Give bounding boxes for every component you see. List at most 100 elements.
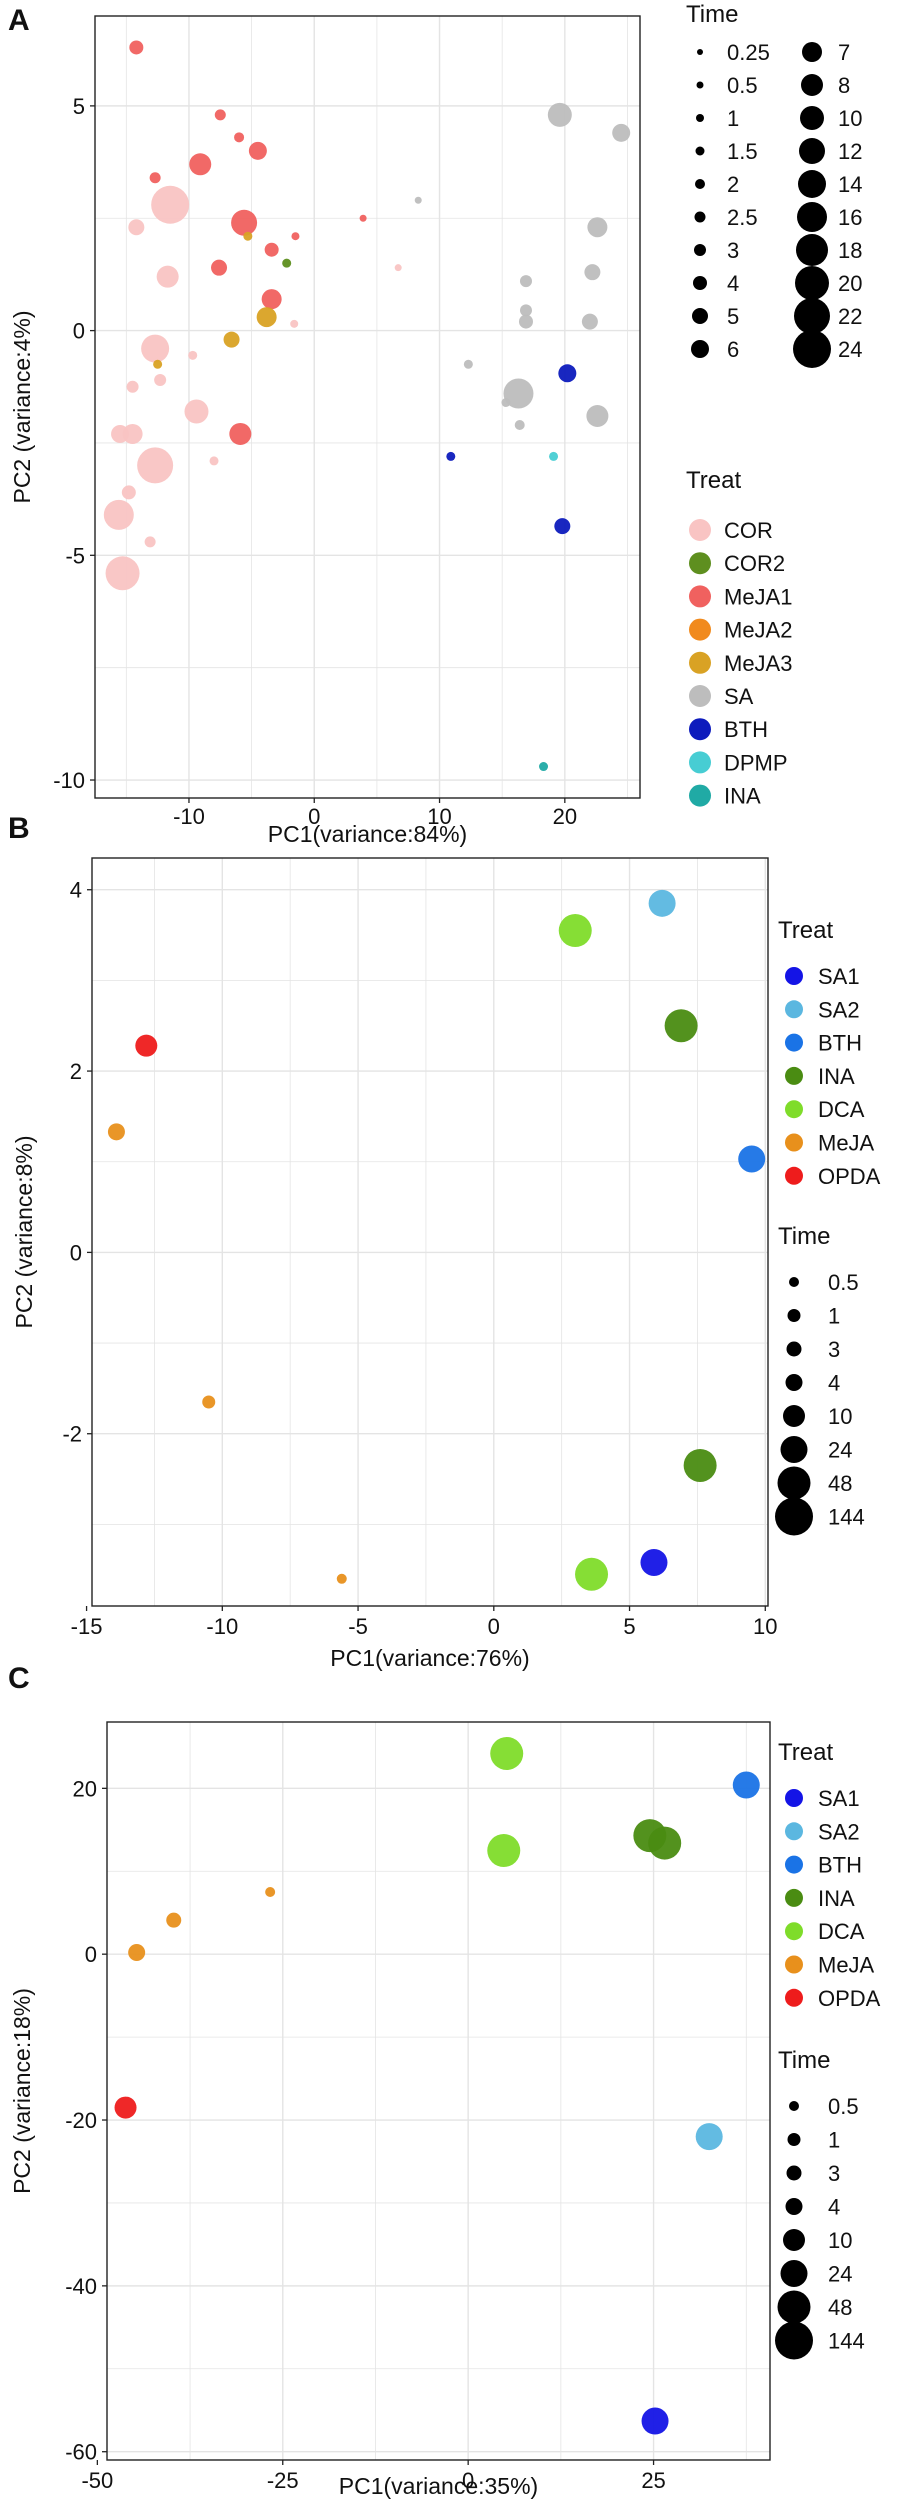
panel-a-color-legend-label: DPMP [724,750,788,775]
panel-a-color-legend-label: SA [724,684,754,709]
panel-b-color-legend-key-meja [785,1133,803,1152]
panel-c-x-tick-label: 0 [462,2468,474,2493]
panel-c-color-legend-label: DCA [818,1919,865,1944]
panel-a-size-legend-key [793,330,831,368]
panel-a-point-sa [547,102,572,127]
panel-b-x-tick-label: 10 [753,1614,777,1639]
panel-a-point-cor [188,350,198,360]
panel-b-size-legend-label: 1 [828,1304,840,1329]
panel-b-point-ina [683,1448,717,1482]
panel-c-color-legend-label: SA1 [818,1786,860,1811]
panel-a-point-cor [103,499,134,530]
panel-a-size-legend-label: 6 [727,337,739,362]
panel-b-point-dca [575,1557,609,1591]
panel-c-size-legend-label: 48 [828,2295,852,2320]
panel-a-point-sa [581,313,598,330]
panel-b-size-legend-label: 24 [828,1438,852,1463]
panel-c-size-legend-key [786,2165,802,2181]
panel-a-point-cor [121,485,136,500]
panel-a-color-legend-label: MeJA2 [724,618,792,643]
panel-a-point-meja1 [229,422,252,445]
panel-b-size-legend-label: 144 [828,1505,865,1530]
panel-a-point-cor [290,319,299,328]
panel-b-color-legend-key-ina [785,1066,803,1085]
panel-a-size-legend-label: 8 [838,73,850,98]
panel-a-point-meja1 [234,132,245,143]
panel-b-size-legend-label: 0.5 [828,1270,859,1295]
panel-a-size-legend-key [798,170,826,198]
panel-a-x-tick-label: 10 [427,804,451,829]
panel-a-color-legend-key-meja3 [689,651,711,674]
panel-a-size-legend-label: 0.25 [727,40,770,65]
panel-b-point-dca [558,914,592,948]
panel-c-size-legend-title: Time [778,2047,830,2074]
panel-a-point-meja1 [214,109,226,121]
panel-a-point-bth [446,451,456,461]
panel-b-color-legend-title: Treat [778,917,833,944]
panel-a-point-cor [141,334,170,363]
panel-a-point-cor [126,380,139,393]
panel-a-size-legend-label: 2.5 [727,205,758,230]
panel-a-legend: Time Treat 0.25 0.5 1 1.5 2 2.5 3 4 5 6 7 8 10 12 14 16… [686,1,862,809]
panel-a-point-meja1 [359,214,367,222]
panel-b-y-tick-label: -2 [62,1422,82,1447]
panel-c-color-legend-label: OPDA [818,1986,881,2011]
panel-a-size-legend-label: 4 [727,271,739,296]
panel-c-point-bth [732,1771,760,1799]
panel-c-size-legend-label: 3 [828,2161,840,2186]
panel-a-size-legend-key [694,244,706,256]
panel-a-point-ina [539,762,549,772]
panel-c-y-axis-title: PC2 (variance:18%) [9,1988,35,2194]
panel-a-size-legend-label: 3 [727,238,739,263]
panel-a-color-legend-key-ina [689,784,711,807]
panel-c-size-legend-key [777,2290,811,2324]
panel-a-point-meja1 [261,289,282,310]
panel-a-point-meja3 [223,331,240,348]
panel-b-point-ina [664,1009,698,1043]
panel-a-size-legend-title: Time [686,1,738,28]
panel-a-point-sa [414,196,422,204]
panel-b-color-legend-label: MeJA [818,1131,875,1156]
panel-a-grid [95,16,640,798]
panel-a-color-legend-label: COR [724,518,773,543]
panel-c-point-dca [487,1834,521,1868]
panel-c-x-tick-label: 25 [641,2468,665,2493]
panel-a-color-legend-label: MeJA1 [724,584,792,609]
panel-b-x-tick-label: 5 [623,1614,635,1639]
panel-b-points [107,889,766,1591]
panel-letter-c: C [8,1662,30,1695]
panel-b-size-legend-key [789,1277,799,1287]
panel-b-size-legend-title: Time [778,1223,830,1250]
panel-c-color-legend-key-sa2 [785,1822,803,1841]
panel-a-size-legend-key [794,298,830,334]
panel-a-point-cor [209,456,219,466]
panel-a-color-legend-key-meja2 [689,618,711,641]
panel-a-color-legend-key-sa [689,685,711,707]
panel-a-point-bth [558,364,577,383]
panel-b-color-legend-key-opda [785,1166,803,1185]
panel-a-x-axis-title: PC1(variance:84%) [268,821,467,847]
panel-b-size-legend-key [786,1341,802,1357]
panel-b-point-bth [738,1145,766,1173]
panel-a-size-legend-key [801,74,823,96]
panel-c-points [114,1737,760,2435]
panel-b-x-axis-title: PC1(variance:76%) [330,1645,529,1671]
panel-b-size-legend-key [785,1374,803,1391]
panel-a-color-legend-label: COR2 [724,551,785,576]
panel-c-plot-frame [106,1721,771,2461]
panel-a-size-legend-key [697,49,703,55]
panel-c-point-opda [114,2096,137,2119]
panel-a-size-legend-label: 10 [838,106,862,131]
panel-b-y-tick-label: 0 [70,1240,82,1265]
panel-b-size-legend-label: 10 [828,1404,852,1429]
panel-c-point-meja [128,1944,146,1962]
panel-a-size-legend-label: 7 [838,40,850,65]
panel-a-size-legend-key [799,138,825,164]
panel-b-color-legend-key-sa2 [785,1000,803,1019]
panel-a-point-meja3 [153,359,163,369]
panel-a-point-dpmp [549,451,559,461]
panel-c-x-axis-title: PC1(variance:35%) [339,2473,538,2499]
panel-c-color-legend-key-bth [785,1855,803,1874]
